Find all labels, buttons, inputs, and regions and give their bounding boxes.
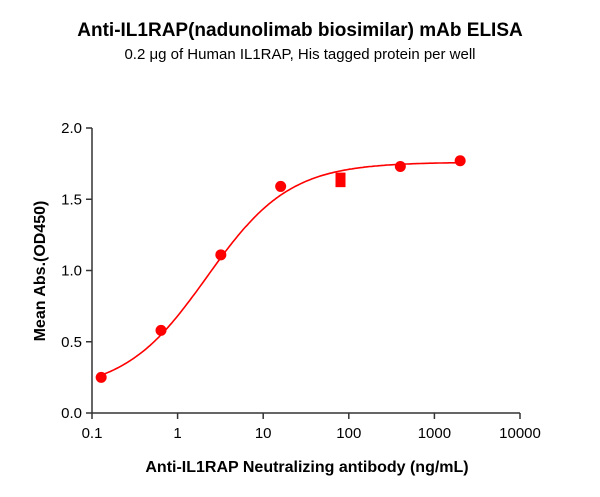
- x-tick-label: 10000: [499, 425, 541, 442]
- y-tick-label: 1.5: [61, 191, 82, 208]
- chart-title: Anti-IL1RAP(nadunolimab biosimilar) mAb …: [77, 20, 523, 41]
- x-axis-label: Anti-IL1RAP Neutralizing antibody (ng/mL…: [145, 459, 468, 476]
- x-tick-label: 1: [173, 425, 181, 442]
- y-tick-label: 2.0: [61, 120, 82, 137]
- x-tick-label: 100: [336, 425, 361, 442]
- data-point: [394, 160, 406, 172]
- data-point: [215, 249, 227, 261]
- data-point: [155, 324, 167, 336]
- y-tick-label: 0.5: [61, 334, 82, 351]
- data-point: [275, 180, 287, 192]
- y-axis-label: Mean Abs.(OD450): [32, 201, 49, 342]
- chart-subtitle: 0.2 μg of Human IL1RAP, His tagged prote…: [124, 46, 476, 63]
- data-point: [454, 155, 466, 167]
- x-tick-label: 10: [255, 425, 272, 442]
- y-tick-label: 0.0: [61, 405, 82, 422]
- y-tick-label: 1.0: [61, 263, 82, 280]
- x-tick-label: 0.1: [82, 425, 103, 442]
- data-point: [335, 172, 346, 188]
- fit-curve: [99, 161, 461, 377]
- x-tick-label: 1000: [418, 425, 451, 442]
- data-point: [95, 371, 107, 383]
